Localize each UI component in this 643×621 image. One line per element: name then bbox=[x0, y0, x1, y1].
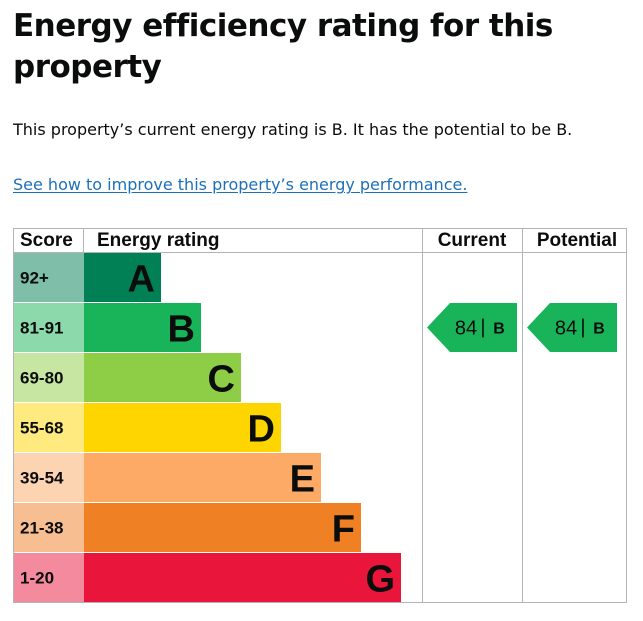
band-bar bbox=[84, 453, 321, 502]
header-current: Current bbox=[438, 230, 507, 251]
band-letter: G bbox=[365, 559, 395, 601]
header-energy-rating: Energy rating bbox=[97, 230, 219, 251]
band-d: 55-68 D bbox=[14, 403, 281, 452]
improve-performance-link[interactable]: See how to improve this property’s energ… bbox=[13, 175, 468, 194]
band-letter: F bbox=[332, 509, 355, 551]
rating-summary: This property’s current energy rating is… bbox=[13, 120, 573, 139]
header-score: Score bbox=[20, 230, 73, 251]
band-bar bbox=[84, 253, 161, 302]
band-letter: A bbox=[128, 259, 155, 301]
band-f: 21-38 F bbox=[14, 503, 361, 552]
page-title: Energy efficiency rating for this proper… bbox=[13, 8, 553, 85]
band-letter: C bbox=[208, 359, 235, 401]
band-score-label: 39-54 bbox=[20, 469, 64, 488]
band-score-cell bbox=[14, 503, 85, 552]
band-score-cell bbox=[14, 453, 85, 502]
potential-rating-indicator-arrow bbox=[527, 303, 617, 352]
band-score-label: 92+ bbox=[20, 269, 49, 288]
band-letter: D bbox=[248, 409, 275, 451]
band-score-label: 21-38 bbox=[20, 519, 63, 538]
band-score-cell bbox=[14, 303, 85, 352]
band-score-label: 1-20 bbox=[20, 569, 54, 588]
band-a: 92+ A bbox=[14, 253, 161, 302]
band-score-cell bbox=[14, 353, 85, 402]
band-c: 69-80 C bbox=[14, 353, 241, 402]
band-bar bbox=[84, 553, 401, 602]
current-rating-indicator-letter: B bbox=[493, 321, 505, 338]
current-rating-indicator: 84 | B bbox=[427, 303, 517, 352]
potential-rating-indicator-separator: | bbox=[580, 317, 585, 339]
band-letter: B bbox=[168, 309, 195, 351]
rating-indicators: 84 | B 84 | B bbox=[427, 303, 617, 352]
rating-bands: 92+ A 81-91 B 69-80 C 55-68 D 39-54 E 21-38 F 1-20 G bbox=[14, 253, 401, 602]
band-letter: E bbox=[290, 459, 315, 501]
band-score-label: 81-91 bbox=[20, 319, 63, 338]
band-b: 81-91 B bbox=[14, 303, 201, 352]
band-bar bbox=[84, 353, 241, 402]
band-bar bbox=[84, 403, 281, 452]
current-rating-indicator-score: 84 bbox=[455, 318, 477, 340]
potential-rating-indicator-score: 84 bbox=[555, 318, 577, 340]
band-score-cell bbox=[14, 253, 85, 302]
header-potential: Potential bbox=[537, 230, 617, 251]
chart-frame bbox=[13, 228, 627, 603]
band-bar bbox=[84, 303, 201, 352]
potential-rating-indicator-letter: B bbox=[593, 321, 605, 338]
band-score-label: 55-68 bbox=[20, 419, 63, 438]
band-g: 1-20 G bbox=[14, 553, 401, 602]
current-rating-indicator-separator: | bbox=[480, 317, 485, 339]
band-score-label: 69-80 bbox=[20, 369, 63, 388]
chart-grid bbox=[13, 228, 627, 603]
band-score-cell bbox=[14, 403, 85, 452]
band-bar bbox=[84, 503, 361, 552]
band-score-cell bbox=[14, 553, 85, 602]
current-rating-indicator-arrow bbox=[427, 303, 517, 352]
potential-rating-indicator: 84 | B bbox=[527, 303, 617, 352]
band-e: 39-54 E bbox=[14, 453, 321, 502]
